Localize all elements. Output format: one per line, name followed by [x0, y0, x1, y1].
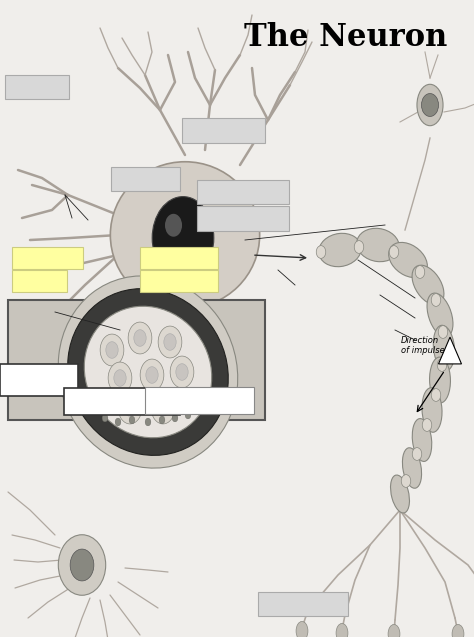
Circle shape [115, 418, 121, 426]
FancyBboxPatch shape [5, 75, 69, 99]
FancyBboxPatch shape [0, 364, 78, 396]
Circle shape [145, 418, 151, 426]
FancyBboxPatch shape [140, 270, 218, 292]
Circle shape [118, 392, 142, 424]
Circle shape [354, 241, 364, 254]
Circle shape [164, 334, 176, 350]
FancyBboxPatch shape [197, 206, 289, 231]
FancyBboxPatch shape [64, 388, 180, 415]
Circle shape [197, 406, 203, 414]
Ellipse shape [422, 388, 442, 433]
Circle shape [114, 369, 126, 386]
FancyBboxPatch shape [12, 270, 67, 292]
Ellipse shape [412, 419, 432, 461]
FancyBboxPatch shape [145, 387, 254, 414]
Circle shape [158, 326, 182, 358]
FancyBboxPatch shape [140, 247, 218, 269]
Ellipse shape [433, 326, 455, 371]
Circle shape [431, 389, 441, 401]
FancyBboxPatch shape [12, 247, 83, 269]
Ellipse shape [412, 265, 444, 304]
Ellipse shape [68, 289, 228, 455]
Circle shape [421, 94, 438, 117]
FancyBboxPatch shape [111, 167, 180, 191]
Circle shape [146, 367, 158, 383]
Circle shape [128, 322, 152, 354]
Circle shape [129, 416, 135, 424]
Ellipse shape [319, 233, 361, 267]
Circle shape [415, 266, 425, 278]
Ellipse shape [110, 162, 260, 308]
Circle shape [152, 197, 214, 280]
Circle shape [412, 448, 422, 461]
Circle shape [100, 334, 124, 366]
Circle shape [422, 419, 432, 431]
Circle shape [70, 549, 94, 581]
Circle shape [157, 400, 169, 417]
Ellipse shape [452, 624, 464, 637]
FancyBboxPatch shape [182, 118, 265, 143]
Circle shape [124, 400, 136, 417]
Circle shape [185, 411, 191, 419]
Ellipse shape [388, 624, 400, 637]
Circle shape [134, 330, 146, 347]
Circle shape [140, 359, 164, 391]
Circle shape [401, 475, 411, 487]
Circle shape [108, 362, 132, 394]
Circle shape [431, 294, 441, 306]
Bar [8, 300, 265, 420]
Circle shape [102, 414, 108, 422]
Ellipse shape [389, 243, 428, 278]
Ellipse shape [84, 306, 212, 438]
Ellipse shape [58, 276, 238, 468]
Circle shape [437, 359, 447, 371]
Ellipse shape [296, 622, 308, 637]
Circle shape [165, 214, 182, 237]
Ellipse shape [427, 293, 453, 337]
Circle shape [170, 356, 194, 388]
Circle shape [159, 416, 165, 424]
Ellipse shape [391, 475, 410, 513]
Circle shape [106, 341, 118, 358]
Circle shape [172, 414, 178, 422]
Circle shape [389, 246, 399, 259]
Text: The Neuron: The Neuron [244, 22, 448, 54]
Ellipse shape [402, 448, 421, 488]
Ellipse shape [429, 357, 450, 403]
Circle shape [176, 364, 188, 380]
Ellipse shape [336, 624, 348, 637]
FancyBboxPatch shape [197, 180, 289, 204]
Ellipse shape [58, 534, 106, 595]
Circle shape [151, 392, 175, 424]
Circle shape [438, 326, 448, 338]
FancyBboxPatch shape [258, 592, 348, 616]
Ellipse shape [357, 228, 399, 262]
Text: Direction
of impulse: Direction of impulse [401, 336, 444, 355]
Circle shape [316, 246, 326, 259]
Ellipse shape [417, 84, 443, 125]
